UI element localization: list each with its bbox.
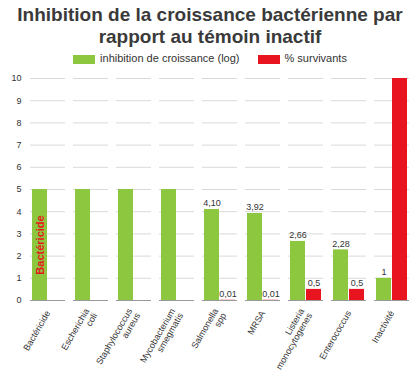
svg-text:Mycobacteriumsmegmatis: Mycobacteriumsmegmatis: [138, 306, 185, 369]
svg-text:5: 5: [16, 184, 21, 194]
html-text:% survivants: % survivants: [284, 52, 347, 64]
svg-text:2: 2: [16, 251, 21, 261]
svg-text:9: 9: [16, 96, 21, 106]
svg-text:8: 8: [16, 118, 21, 128]
svg-text:3,92: 3,92: [246, 202, 264, 212]
svg-text:0,5: 0,5: [308, 278, 321, 288]
svg-text:2,66: 2,66: [289, 230, 307, 240]
svg-text:MRSA: MRSA: [246, 309, 268, 337]
svg-text:Listeriamonocytogenes: Listeriamonocytogenes: [266, 306, 314, 371]
svg-text:0,01: 0,01: [219, 289, 237, 299]
html-text:Inhibition de la croissance ba: Inhibition de la croissance bactérienne …: [17, 4, 403, 47]
svg-text:1: 1: [16, 273, 21, 283]
svg-text:1: 1: [381, 267, 386, 277]
svg-text:4: 4: [16, 207, 21, 217]
svg-text:4,10: 4,10: [203, 198, 221, 208]
svg-text:2,28: 2,28: [332, 239, 350, 249]
svg-text:Bactéricide: Bactéricide: [21, 309, 52, 353]
svg-text:0,5: 0,5: [351, 278, 364, 288]
svg-text:0,01: 0,01: [262, 289, 280, 299]
svg-text:3: 3: [16, 229, 21, 239]
svg-text:Staphylococcusaureus: Staphylococcusaureus: [94, 306, 142, 371]
svg-text:Bactéricide: Bactéricide: [34, 215, 46, 274]
svg-text:Inactivité: Inactivité: [370, 309, 396, 345]
svg-text:Salmonellaspp: Salmonellaspp: [189, 307, 228, 355]
svg-text:6: 6: [16, 162, 21, 172]
svg-text:10: 10: [11, 73, 21, 83]
html-text:inhibition de croissance (log): inhibition de croissance (log): [100, 52, 240, 64]
svg-text:0: 0: [16, 295, 21, 305]
svg-text:7: 7: [16, 140, 21, 150]
svg-text:Escherichiacoli: Escherichiacoli: [59, 307, 99, 357]
svg-text:Enterococcus: Enterococcus: [317, 309, 353, 362]
